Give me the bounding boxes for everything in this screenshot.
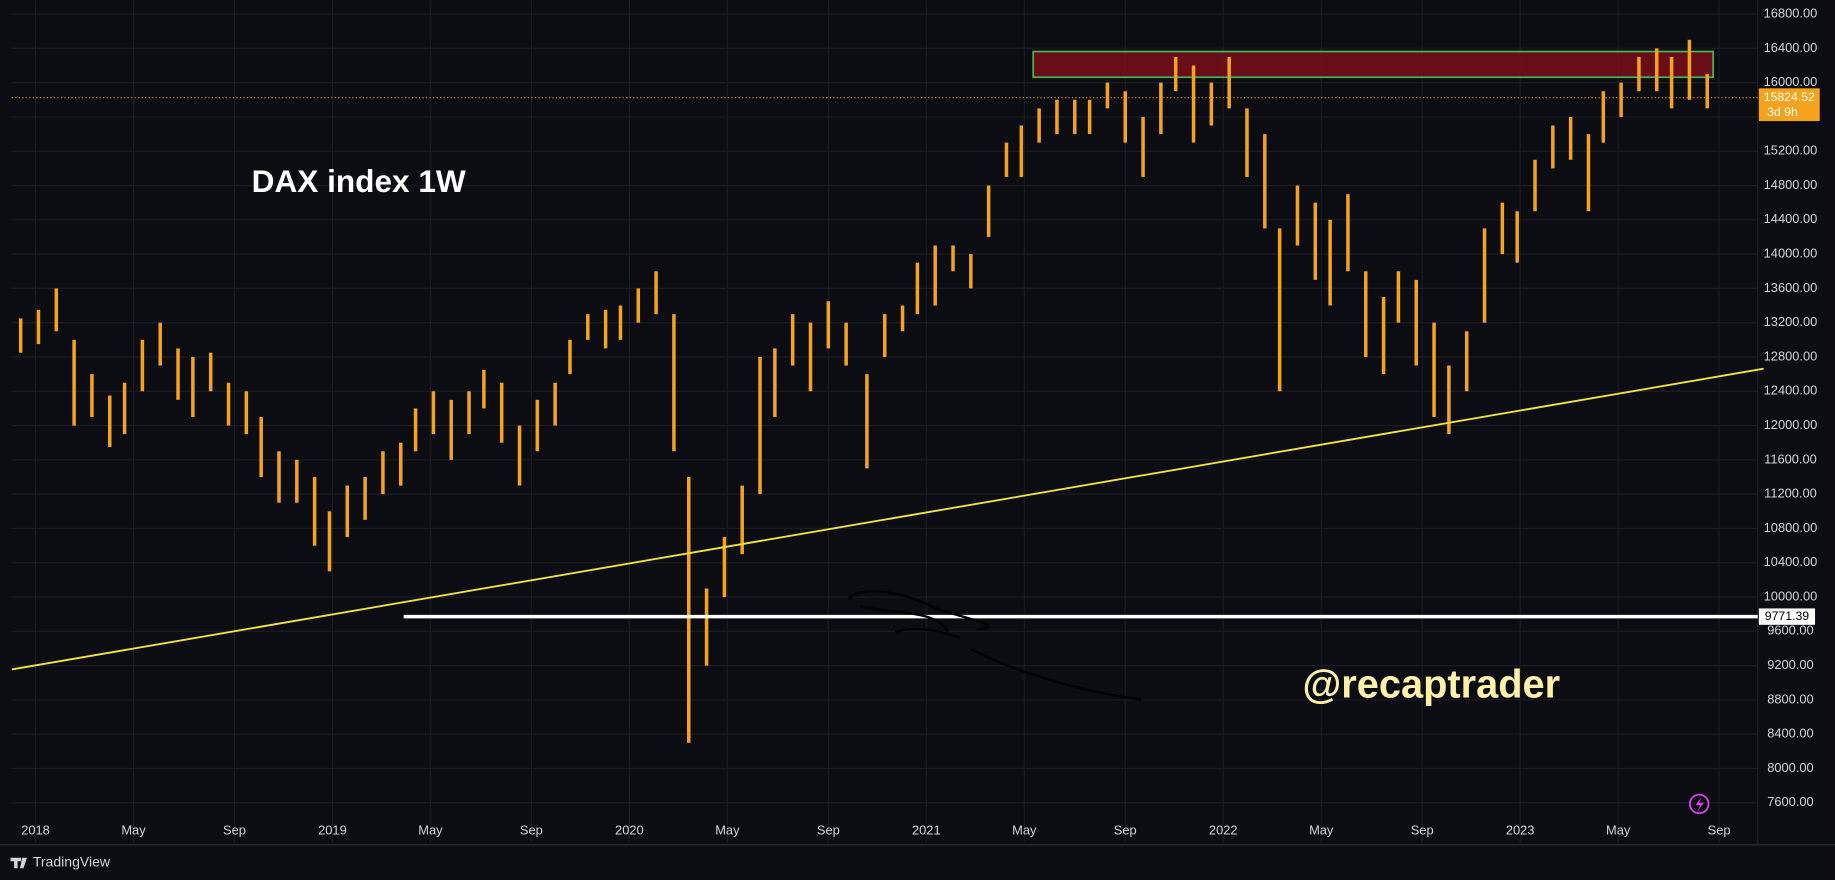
x-tick-label: 2019	[318, 822, 347, 837]
y-tick-label: 14400.00	[1764, 211, 1818, 226]
x-tick-label: May	[715, 822, 740, 837]
y-tick-label: 8800.00	[1767, 691, 1813, 706]
y-tick-label: 14000.00	[1764, 246, 1818, 261]
y-tick-label: 10800.00	[1764, 520, 1818, 535]
last-price-label: 15824.52	[1764, 90, 1815, 104]
chart-title: DAX index 1W	[252, 163, 466, 199]
watermark: @recaptrader	[1303, 662, 1561, 706]
support-label: 9771.39	[1765, 609, 1810, 623]
brand-logo	[10, 857, 27, 869]
resistance-zone	[1032, 50, 1715, 79]
x-tick-label: Sep	[520, 822, 543, 837]
y-tick-label: 13200.00	[1764, 314, 1818, 329]
y-tick-label: 14800.00	[1764, 177, 1818, 192]
x-tick-label: 2020	[615, 822, 644, 837]
y-tick-label: 10400.00	[1764, 554, 1818, 569]
x-tick-label: Sep	[817, 822, 840, 837]
x-tick-label: 2022	[1209, 822, 1238, 837]
scribble	[847, 590, 1142, 701]
y-tick-label: 7600.00	[1767, 794, 1813, 809]
support-label-box	[1758, 608, 1816, 625]
y-tick-label: 16000.00	[1764, 74, 1818, 89]
x-tick-label: May	[1606, 822, 1631, 837]
grid: 7600.00 8000.00 8400.00 8800.00 9200.00 9600.…	[11, 0, 1818, 843]
x-tick-label: Sep	[1708, 822, 1731, 837]
x-tick-label: May	[418, 822, 443, 837]
countdown-label: 3d 9h	[1767, 105, 1798, 119]
y-tick-label: 12000.00	[1764, 417, 1818, 432]
y-tick-label: 16800.00	[1764, 5, 1818, 20]
x-tick-label: May	[1012, 822, 1037, 837]
alert-icon[interactable]	[1688, 793, 1710, 815]
x-tick-label: 2018	[21, 822, 50, 837]
y-tick-label: 8400.00	[1767, 726, 1813, 741]
y-tick-label: 10000.00	[1764, 588, 1818, 603]
x-tick-label: May	[121, 822, 146, 837]
trendline	[11, 367, 1764, 671]
y-tick-label: 11600.00	[1764, 451, 1817, 466]
x-tick-label: 2023	[1506, 822, 1535, 837]
alert-bolt	[1695, 796, 1704, 813]
y-tick-label: 8000.00	[1767, 760, 1813, 775]
y-tick-label: 9200.00	[1767, 657, 1813, 672]
y-tick-label: 11200.00	[1764, 486, 1817, 501]
x-tick-label: Sep	[223, 822, 246, 837]
x-tick-label: 2021	[912, 822, 941, 837]
x-tick-label: Sep	[1114, 822, 1137, 837]
y-tick-label: 12400.00	[1764, 383, 1818, 398]
last-price-box	[1758, 88, 1820, 122]
y-tick-label: 13600.00	[1764, 280, 1818, 295]
y-tick-label: 15200.00	[1764, 143, 1818, 158]
y-tick-label: 12800.00	[1764, 348, 1818, 363]
brand-name: TradingView	[33, 854, 111, 870]
x-tick-label: Sep	[1411, 822, 1434, 837]
x-tick-label: May	[1309, 822, 1334, 837]
y-tick-label: 9600.00	[1767, 623, 1813, 638]
y-tick-label: 16400.00	[1764, 40, 1818, 55]
